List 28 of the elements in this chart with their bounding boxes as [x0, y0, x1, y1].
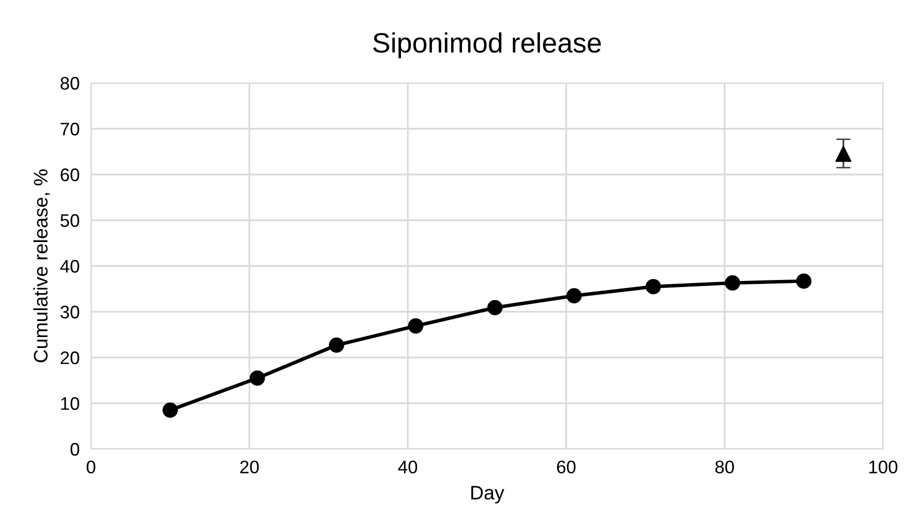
y-tick-label: 10	[61, 397, 80, 410]
point	[646, 278, 661, 294]
x-axis-title: Day	[471, 486, 504, 504]
chart-title: Siponimod release	[373, 32, 601, 58]
point	[408, 318, 424, 334]
point	[162, 402, 178, 418]
y-tick-label: 70	[60, 122, 80, 136]
y-tick-label: 50	[60, 214, 80, 227]
x-tick-label: 80	[715, 460, 734, 474]
point	[835, 146, 852, 162]
y-tick-label: 30	[60, 306, 80, 318]
point	[250, 370, 265, 386]
point	[566, 288, 582, 304]
y-tick-label: 80	[60, 76, 80, 90]
point	[487, 300, 503, 316]
y-tick-label: 40	[60, 260, 80, 273]
x-tick-label: 0	[86, 460, 96, 474]
point	[796, 273, 812, 289]
x-tick-label: 40	[398, 460, 418, 474]
x-tick-label: 20	[240, 460, 259, 474]
y-axis-title: Cumulative release, %	[33, 169, 50, 362]
x-tick-label: 100	[869, 460, 898, 474]
point	[328, 338, 344, 353]
y-tick-label: 60	[60, 168, 80, 182]
x-tick-label: 60	[557, 460, 576, 474]
point	[724, 275, 740, 291]
y-tick-label: 0	[70, 442, 80, 456]
y-tick-label: 20	[60, 351, 80, 364]
